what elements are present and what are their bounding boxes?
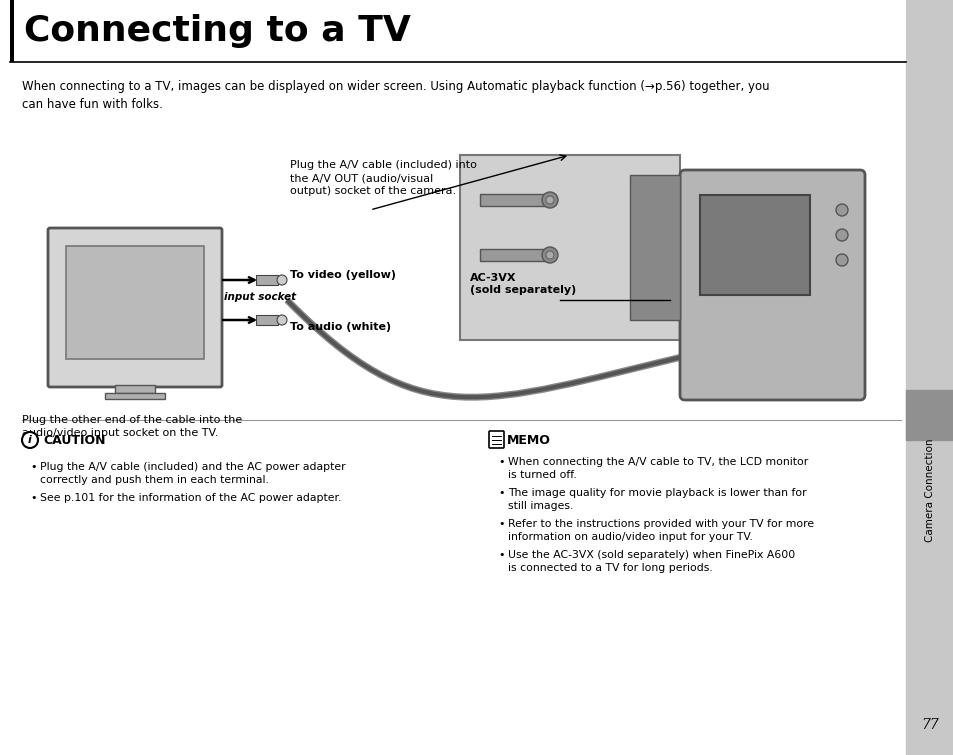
Text: Plug the other end of the cable into the
audio/video input socket on the TV.: Plug the other end of the cable into the… — [22, 415, 242, 438]
Bar — [105, 393, 165, 399]
Circle shape — [835, 229, 847, 241]
Text: The image quality for movie playback is lower than for
still images.: The image quality for movie playback is … — [507, 488, 806, 511]
Text: 77: 77 — [921, 718, 938, 732]
Bar — [629, 175, 679, 320]
Text: To audio (white): To audio (white) — [290, 322, 391, 332]
FancyBboxPatch shape — [679, 170, 864, 400]
Text: To video (yellow): To video (yellow) — [290, 270, 395, 280]
Circle shape — [545, 196, 554, 204]
Circle shape — [835, 204, 847, 216]
Bar — [255, 315, 277, 325]
Circle shape — [545, 251, 554, 259]
Bar — [700, 195, 809, 295]
Text: CAUTION: CAUTION — [43, 433, 106, 446]
Text: •: • — [30, 462, 36, 472]
Text: AC-3VX
(sold separately): AC-3VX (sold separately) — [470, 273, 576, 295]
Circle shape — [541, 247, 558, 263]
Bar — [905, 0, 953, 755]
Text: Camera Connection: Camera Connection — [924, 438, 934, 542]
Text: i: i — [28, 435, 31, 445]
FancyBboxPatch shape — [48, 228, 222, 387]
Bar — [459, 155, 679, 340]
Text: •: • — [497, 519, 504, 529]
Circle shape — [22, 432, 38, 448]
Circle shape — [835, 254, 847, 266]
Bar — [479, 194, 544, 206]
Text: When connecting the A/V cable to TV, the LCD monitor
is turned off.: When connecting the A/V cable to TV, the… — [507, 457, 807, 480]
Bar — [115, 385, 154, 393]
Text: When connecting to a TV, images can be displayed on wider screen. Using Automati: When connecting to a TV, images can be d… — [22, 80, 769, 111]
Text: Refer to the instructions provided with your TV for more
information on audio/vi: Refer to the instructions provided with … — [507, 519, 813, 542]
Text: •: • — [497, 550, 504, 560]
Circle shape — [276, 275, 287, 285]
Bar — [905, 390, 953, 440]
Text: Plug the A/V cable (included) into
the A/V OUT (audio/visual
output) socket of t: Plug the A/V cable (included) into the A… — [290, 160, 476, 196]
Text: Plug the A/V cable (included) and the AC power adapter
correctly and push them i: Plug the A/V cable (included) and the AC… — [40, 462, 345, 485]
Text: MEMO: MEMO — [506, 433, 550, 446]
Text: •: • — [497, 488, 504, 498]
Bar — [479, 249, 544, 261]
Text: •: • — [497, 457, 504, 467]
Text: Use the AC-3VX (sold separately) when FinePix A600
is connected to a TV for long: Use the AC-3VX (sold separately) when Fi… — [507, 550, 795, 573]
FancyBboxPatch shape — [489, 431, 503, 448]
Circle shape — [276, 315, 287, 325]
Text: Connecting to a TV: Connecting to a TV — [24, 14, 411, 48]
Bar — [255, 275, 277, 285]
Text: See p.101 for the information of the AC power adapter.: See p.101 for the information of the AC … — [40, 493, 341, 503]
Text: input socket: input socket — [224, 292, 295, 302]
Bar — [10, 0, 14, 62]
Bar — [10, 0, 905, 62]
Text: •: • — [30, 493, 36, 503]
Circle shape — [541, 192, 558, 208]
Bar — [66, 246, 204, 359]
